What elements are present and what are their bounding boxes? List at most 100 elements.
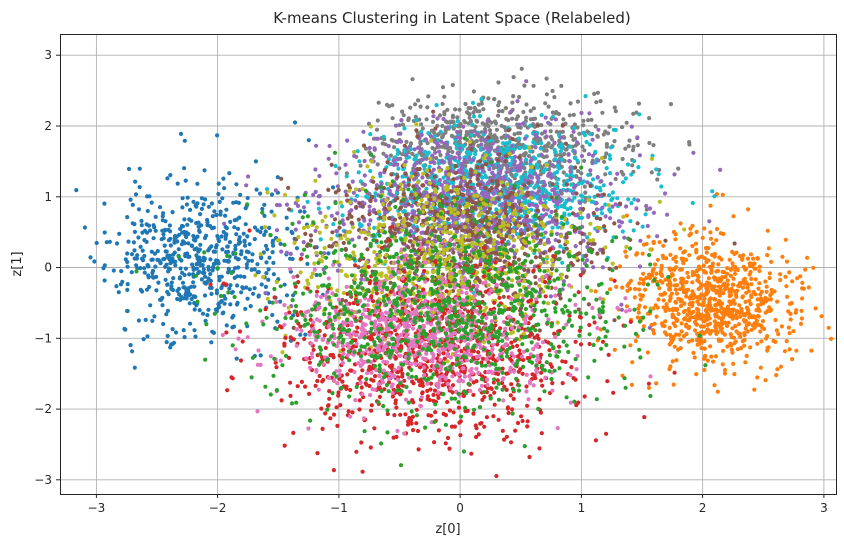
data-point xyxy=(182,166,187,171)
data-point xyxy=(416,255,422,260)
data-point xyxy=(799,308,804,313)
data-point xyxy=(699,346,704,351)
data-point xyxy=(643,212,648,217)
data-point xyxy=(624,120,629,125)
data-point xyxy=(437,149,442,154)
data-point xyxy=(362,218,367,223)
data-point xyxy=(674,358,679,363)
data-point xyxy=(139,256,145,261)
data-point xyxy=(182,217,187,222)
data-point xyxy=(479,197,484,202)
data-point xyxy=(544,194,549,199)
data-point xyxy=(197,269,202,274)
data-point xyxy=(200,311,206,316)
data-point xyxy=(469,133,474,138)
data-point xyxy=(475,131,480,137)
data-point xyxy=(745,306,750,312)
data-point xyxy=(244,262,249,267)
data-point xyxy=(132,365,137,370)
data-point xyxy=(628,219,633,224)
data-point xyxy=(487,128,493,133)
data-point xyxy=(575,99,581,104)
data-point xyxy=(548,172,553,177)
data-point xyxy=(604,151,609,156)
data-point xyxy=(351,250,356,255)
data-point xyxy=(554,181,559,186)
data-point xyxy=(460,214,465,219)
data-point xyxy=(388,192,394,197)
data-point xyxy=(402,223,407,228)
data-point xyxy=(363,236,368,241)
data-point xyxy=(330,230,335,235)
data-point xyxy=(354,193,360,198)
data-point xyxy=(457,124,462,129)
data-point xyxy=(601,132,606,137)
data-point xyxy=(745,256,751,261)
data-point xyxy=(378,215,383,220)
data-point xyxy=(416,202,421,207)
data-point xyxy=(509,167,514,172)
data-point xyxy=(564,246,569,251)
data-point xyxy=(550,182,555,187)
data-point xyxy=(579,153,585,159)
data-point xyxy=(534,230,539,235)
data-point xyxy=(603,245,608,250)
data-point xyxy=(519,165,524,170)
data-point xyxy=(494,256,499,261)
data-point xyxy=(164,249,169,254)
data-point xyxy=(381,134,386,139)
data-point xyxy=(137,185,142,190)
data-point xyxy=(673,323,678,329)
data-point xyxy=(426,150,431,155)
data-point xyxy=(238,240,243,245)
data-point xyxy=(561,117,566,122)
data-point xyxy=(492,229,497,234)
data-point xyxy=(292,240,297,245)
data-point xyxy=(769,287,774,293)
data-point xyxy=(444,196,449,201)
data-point xyxy=(567,113,572,118)
data-point xyxy=(744,323,749,328)
data-point xyxy=(572,155,578,161)
data-point xyxy=(532,185,537,190)
data-point xyxy=(681,309,687,314)
data-point xyxy=(408,147,413,152)
data-point xyxy=(600,250,606,255)
data-point xyxy=(728,267,734,272)
data-point xyxy=(180,196,185,201)
data-point xyxy=(731,298,736,303)
data-point xyxy=(490,170,495,175)
data-point xyxy=(512,186,517,191)
data-point xyxy=(507,151,512,156)
data-point xyxy=(550,188,555,193)
data-point xyxy=(691,350,696,355)
data-point xyxy=(357,201,363,206)
data-point xyxy=(672,267,677,272)
data-point xyxy=(315,284,321,290)
data-point xyxy=(462,175,467,181)
data-point xyxy=(153,214,158,219)
data-point xyxy=(508,178,513,184)
data-point xyxy=(583,190,588,195)
data-point xyxy=(549,209,554,215)
data-point xyxy=(306,138,311,143)
data-point xyxy=(479,96,484,102)
data-point xyxy=(651,328,656,333)
data-point xyxy=(681,257,687,262)
data-point xyxy=(679,321,684,326)
data-point xyxy=(559,234,564,239)
data-point xyxy=(591,241,596,246)
data-point xyxy=(133,179,138,184)
data-point xyxy=(432,174,437,179)
data-point xyxy=(494,127,499,132)
data-point xyxy=(114,241,120,246)
data-point xyxy=(538,200,543,205)
data-point xyxy=(414,160,419,165)
data-point xyxy=(424,201,429,206)
data-point xyxy=(498,146,503,152)
data-point xyxy=(450,149,455,154)
data-point xyxy=(425,105,430,110)
data-point xyxy=(687,140,692,145)
